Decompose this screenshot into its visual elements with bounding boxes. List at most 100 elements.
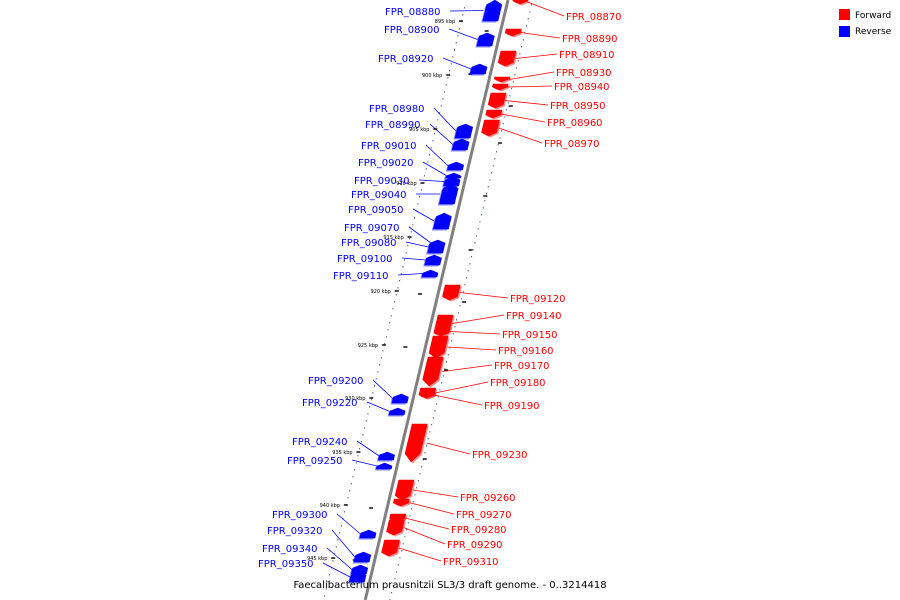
gene-arrow (424, 254, 442, 266)
gene-arrow (388, 407, 406, 416)
guide-dot (442, 375, 444, 377)
legend: Forward Reverse (839, 9, 892, 37)
gene-label: FPR_09050 (348, 205, 404, 216)
tick-label: 945 kbp (307, 556, 327, 562)
gene-arrow (348, 571, 367, 583)
gene-label: FPR_09110 (333, 271, 389, 282)
guide-dot (422, 459, 424, 461)
guide-dot (434, 133, 436, 135)
guide-dot (451, 340, 453, 342)
guide-dot (457, 312, 459, 314)
guide-dot (365, 420, 367, 422)
gene-arrow-shadow (431, 214, 450, 231)
guide-dot (332, 560, 334, 562)
gene-arrow (428, 335, 449, 359)
guide-dot (477, 228, 479, 230)
guide-dot (512, 81, 514, 83)
gene-label: FPR_09030 (354, 176, 410, 187)
gene-leader-line (452, 314, 505, 324)
gene-arrow-shadow (352, 553, 370, 564)
gene-leader-line (501, 113, 546, 123)
gene-arrow-shadow (435, 328, 452, 338)
gene-arrow (481, 119, 500, 137)
guide-dot (330, 567, 332, 569)
guide-dot (529, 11, 531, 13)
guide-dot (397, 287, 399, 289)
gene-leader-line (459, 292, 509, 299)
guide-dot (439, 389, 441, 391)
gene-arrow (432, 212, 452, 230)
guide-dot (372, 392, 374, 394)
gene-label: FPR_08950 (550, 101, 606, 112)
gene-label: FPR_08870 (566, 12, 622, 23)
gene-label: FPR_08980 (369, 104, 425, 115)
guide-dot (437, 396, 439, 398)
gene-arrow (433, 326, 451, 337)
gene-label: FPR_09160 (498, 346, 554, 357)
gene-arrow (353, 551, 372, 563)
gene-leader-line (372, 379, 393, 399)
guide-dot (350, 483, 352, 485)
gene-arrow-shadow (394, 500, 411, 508)
guide-dot (449, 70, 451, 72)
guide-dot (425, 168, 427, 170)
guide-dot (491, 172, 493, 174)
gene-arrow-shadow (426, 242, 444, 255)
gene-label: FPR_09150 (502, 330, 558, 341)
ruler (324, 0, 533, 600)
guide-dot (369, 406, 371, 408)
guide-dot (482, 207, 484, 209)
gene-arrow (421, 269, 439, 278)
gene-arrow-shadow (499, 52, 518, 68)
guide-dot (335, 546, 337, 548)
gene-leader-line (442, 57, 472, 70)
gene-arrow (392, 498, 410, 507)
gene-arrow (487, 92, 507, 109)
guide-dot (507, 102, 509, 104)
guide-dot (459, 305, 461, 307)
guide-dot (421, 466, 423, 468)
guide-dot (419, 473, 421, 475)
gene-label: FPR_09290 (447, 540, 503, 551)
guide-dot (456, 319, 458, 321)
guide-dot (340, 525, 342, 527)
gene-leader-line (422, 161, 447, 176)
gene-arrow (443, 176, 461, 187)
gene-leader-line (425, 144, 449, 167)
gene-arrow-shadow (493, 85, 510, 92)
gene-leader-line (507, 85, 553, 88)
guide-dot (435, 126, 437, 128)
gene-arrow-shadow (482, 121, 502, 138)
tick-label: 905 kbp (409, 127, 429, 133)
gene-label: FPR_09200 (308, 376, 364, 387)
guide-dot (454, 326, 456, 328)
tick-labels: 895 kbp 900 kbp 905 kbp 910 kbp 915 kbp 920 k… (307, 19, 464, 562)
gene-arrow (497, 50, 517, 67)
gene-leader-line (449, 331, 501, 335)
guide-dot (406, 529, 408, 531)
guide-dot (409, 515, 411, 517)
guide-dot (526, 25, 528, 27)
gene-label: FPR_09040 (351, 190, 407, 201)
guide-dot (355, 462, 357, 464)
gene-arrow-shadow (495, 78, 512, 84)
gene-arrow (512, 0, 529, 5)
guide-dot (469, 263, 471, 265)
guide-dot (492, 165, 494, 167)
legend-forward-label: Forward (855, 11, 891, 21)
guide-dot (497, 144, 499, 146)
guide-dot (407, 245, 409, 247)
gene-label: FPR_09190 (484, 401, 540, 412)
guide-dot (420, 189, 422, 191)
gene-label: FPR_09250 (287, 456, 343, 467)
guide-dot (467, 270, 469, 272)
gene-leader-line (505, 100, 549, 106)
gene-arrow-shadow (430, 337, 450, 360)
tick-label: 930 kbp (345, 396, 365, 402)
gene-label: FPR_09070 (344, 223, 400, 234)
gene-arrow (504, 28, 522, 37)
gene-arrow-shadow (487, 111, 504, 120)
guide-dot (504, 116, 506, 118)
gene-label: FPR_09180 (490, 378, 546, 389)
